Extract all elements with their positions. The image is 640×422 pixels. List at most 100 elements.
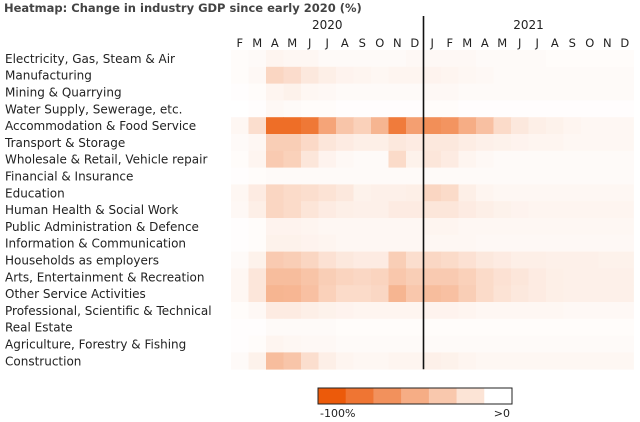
heatmap-cell: [353, 66, 372, 84]
heatmap-cell: [546, 134, 564, 152]
heatmap-cell: [371, 234, 389, 252]
heatmap-cell: [563, 167, 582, 185]
heatmap-cell: [266, 117, 284, 135]
heatmap-cell: [231, 167, 249, 185]
heatmap-cell: [388, 285, 407, 303]
heatmap-cell: [423, 134, 442, 152]
heatmap-cell: [406, 184, 424, 202]
heatmap-cell: [318, 117, 337, 135]
heatmap-cell: [441, 268, 459, 286]
heatmap-cell: [371, 184, 389, 202]
heatmap-cell: [371, 134, 389, 152]
month-label: O: [375, 36, 384, 50]
heatmap-cell: [563, 251, 582, 269]
heatmap-cell: [423, 167, 442, 185]
heatmap-cell: [336, 335, 354, 353]
heatmap-cell: [616, 302, 634, 320]
heatmap-cell: [406, 218, 424, 236]
heatmap-cell: [336, 167, 354, 185]
heatmap-cell: [231, 285, 249, 303]
heatmap-cell: [353, 167, 372, 185]
heatmap-cell: [528, 134, 547, 152]
heatmap-cell: [511, 218, 529, 236]
heatmap-cell: [511, 167, 529, 185]
heatmap-cell: [493, 285, 512, 303]
heatmap-cell: [336, 201, 354, 219]
heatmap-cell: [493, 318, 512, 336]
heatmap-cell: [231, 150, 249, 168]
heatmap-cell: [581, 251, 599, 269]
heatmap-cell: [353, 150, 372, 168]
heatmap-cell: [353, 318, 372, 336]
heatmap-cell: [248, 218, 267, 236]
heatmap-cell: [423, 83, 442, 101]
row-label: Electricity, Gas, Steam & Air: [5, 52, 175, 66]
heatmap-cell: [353, 201, 372, 219]
heatmap-cell: [511, 134, 529, 152]
heatmap-cell: [283, 150, 302, 168]
heatmap-cell: [266, 268, 284, 286]
heatmap-cell: [388, 302, 407, 320]
heatmap-cell: [371, 352, 389, 370]
heatmap-cell: [546, 50, 564, 68]
heatmap-cell: [528, 318, 547, 336]
heatmap-cell: [406, 117, 424, 135]
heatmap-cell: [581, 134, 599, 152]
heatmap-cell: [493, 352, 512, 370]
heatmap-cell: [336, 234, 354, 252]
heatmap-cell: [266, 302, 284, 320]
heatmap-cell: [598, 100, 617, 118]
heatmap-cell: [441, 352, 459, 370]
heatmap-cell: [283, 201, 302, 219]
heatmap-cell: [563, 352, 582, 370]
heatmap-cell: [476, 302, 494, 320]
heatmap-cell: [616, 83, 634, 101]
heatmap-cell: [598, 218, 617, 236]
month-label: F: [236, 36, 243, 50]
heatmap-cell: [371, 201, 389, 219]
month-label: O: [585, 36, 594, 50]
heatmap-cell: [546, 201, 564, 219]
heatmap-cell: [441, 184, 459, 202]
heatmap-cell: [336, 66, 354, 84]
heatmap-cell: [563, 117, 582, 135]
heatmap-cell: [406, 100, 424, 118]
heatmap-cell: [458, 352, 477, 370]
legend-swatch: [373, 388, 402, 404]
heatmap-cell: [353, 251, 372, 269]
heatmap-cell: [231, 218, 249, 236]
heatmap-cell: [283, 234, 302, 252]
heatmap-cell: [581, 83, 599, 101]
heatmap-cell: [511, 268, 529, 286]
heatmap-cell: [301, 302, 319, 320]
heatmap-cell: [248, 302, 267, 320]
heatmap-cell: [336, 352, 354, 370]
heatmap-cell: [423, 184, 442, 202]
heatmap-cell: [336, 318, 354, 336]
heatmap-cell: [458, 234, 477, 252]
heatmap-cell: [231, 100, 249, 118]
heatmap-cell: [231, 83, 249, 101]
heatmap-cell: [353, 184, 372, 202]
heatmap-cell: [318, 218, 337, 236]
heatmap-cell: [336, 150, 354, 168]
heatmap-cell: [598, 352, 617, 370]
heatmap-cell: [423, 218, 442, 236]
heatmap-cell: [336, 218, 354, 236]
month-label: D: [620, 36, 629, 50]
heatmap-cell: [301, 285, 319, 303]
heatmap-cell: [283, 117, 302, 135]
heatmap-cell: [616, 218, 634, 236]
heatmap-cell: [458, 184, 477, 202]
heatmap-cell: [406, 167, 424, 185]
year-labels: 2020 2021: [312, 18, 544, 32]
heatmap-cell: [301, 134, 319, 152]
heatmap-cell: [423, 201, 442, 219]
heatmap-cell: [528, 66, 547, 84]
heatmap-cell: [528, 117, 547, 135]
row-label: Information & Communication: [5, 237, 186, 251]
heatmap-cell: [476, 134, 494, 152]
heatmap-cell: [336, 302, 354, 320]
heatmap-cell: [511, 117, 529, 135]
